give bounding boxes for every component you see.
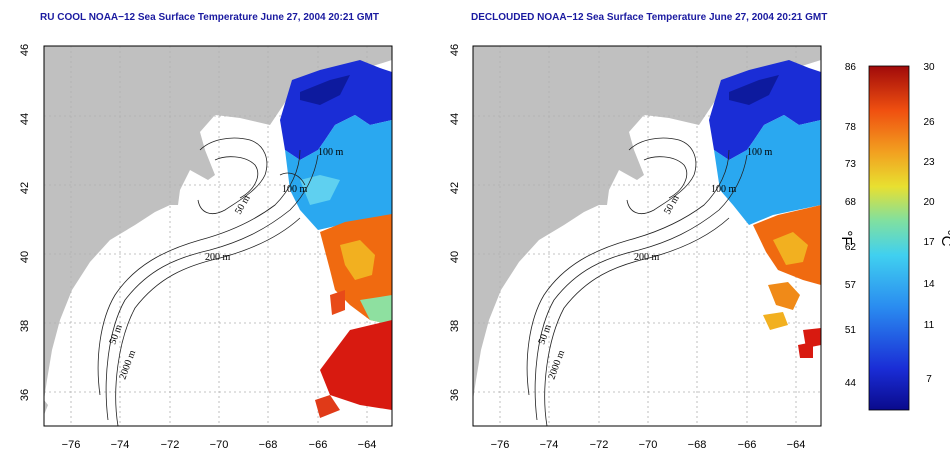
sst-gulf-maine xyxy=(300,75,350,105)
f-tick: 62 xyxy=(845,242,857,253)
colorbar-gradient xyxy=(868,65,910,411)
lon-tick: −64 xyxy=(787,439,806,451)
c-tick: 7 xyxy=(926,374,932,385)
lat-tick: 40 xyxy=(449,251,461,263)
fahrenheit-unit-label: °F xyxy=(838,230,855,245)
lon-tick: −76 xyxy=(491,439,510,451)
left-map-title: RU COOL NOAA−12 Sea Surface Temperature … xyxy=(40,12,379,23)
lat-tick: 44 xyxy=(19,113,31,125)
right-map-title: DECLOUDED NOAA−12 Sea Surface Temperatur… xyxy=(471,12,828,23)
lat-tick: 46 xyxy=(19,44,31,56)
lon-tick: −70 xyxy=(639,439,658,451)
lat-tick: 36 xyxy=(449,389,461,401)
contour-label-200m: 200 m xyxy=(205,252,231,263)
c-tick: 20 xyxy=(923,197,935,208)
contour-label-100m-north: 100 m xyxy=(318,147,344,158)
f-tick: 78 xyxy=(845,122,857,133)
lat-tick: 40 xyxy=(19,251,31,263)
lat-axis-labels: 46 44 42 40 38 36 xyxy=(449,44,461,401)
lon-tick: −74 xyxy=(540,439,559,451)
lat-axis-labels: 46 44 42 40 38 36 xyxy=(19,44,31,401)
contour-label-100m-north: 100 m xyxy=(747,147,773,158)
temperature-colorbar: 86 78 73 68 62 57 51 44 30 26 23 20 17 1… xyxy=(830,0,950,475)
lon-tick: −72 xyxy=(161,439,180,451)
right-sst-map: 50 m 100 m 200 m 50 m 2000 m 100 m 46 44… xyxy=(428,0,828,475)
lon-tick: −74 xyxy=(111,439,130,451)
lon-tick: −66 xyxy=(309,439,328,451)
lat-tick: 42 xyxy=(19,182,31,194)
c-tick: 26 xyxy=(923,117,935,128)
left-sst-map: 50 m 100 m 200 m 50 m 2000 m 100 m 46 44… xyxy=(0,0,470,475)
lon-axis-labels: −76 −74 −72 −70 −68 −66 −64 xyxy=(491,439,806,451)
sst-gulf-maine xyxy=(729,75,779,105)
lat-tick: 38 xyxy=(449,320,461,332)
contour-label-100m: 100 m xyxy=(282,184,308,195)
land-mass xyxy=(473,46,821,400)
lon-tick: −68 xyxy=(688,439,707,451)
f-tick: 57 xyxy=(845,280,857,291)
lon-tick: −76 xyxy=(62,439,81,451)
lon-tick: −72 xyxy=(590,439,609,451)
lat-tick: 46 xyxy=(449,44,461,56)
contour-label-100m: 100 m xyxy=(711,184,737,195)
lon-tick: −66 xyxy=(738,439,757,451)
lat-tick: 42 xyxy=(449,182,461,194)
c-tick: 23 xyxy=(923,157,935,168)
c-tick: 14 xyxy=(923,279,935,290)
bathymetry-contours xyxy=(526,137,748,427)
lat-tick: 38 xyxy=(19,320,31,332)
celsius-ticks: 30 26 23 20 17 14 11 7 xyxy=(923,62,935,385)
c-tick: 17 xyxy=(923,237,935,248)
sst-hot-water xyxy=(803,328,821,348)
lat-tick: 36 xyxy=(19,389,31,401)
land-mass xyxy=(44,46,392,400)
f-tick: 51 xyxy=(845,325,857,336)
contour-label-200m: 200 m xyxy=(634,252,660,263)
c-tick: 30 xyxy=(923,62,935,73)
lon-tick: −70 xyxy=(210,439,229,451)
c-tick: 11 xyxy=(924,320,935,331)
fahrenheit-ticks: 86 78 73 68 62 57 51 44 xyxy=(845,62,857,389)
sst-cold-water xyxy=(280,60,392,160)
sst-mid-water xyxy=(714,115,821,225)
f-tick: 86 xyxy=(845,62,857,73)
bathymetry-contours xyxy=(97,137,319,427)
f-tick: 73 xyxy=(845,159,857,170)
lon-axis-labels: −76 −74 −72 −70 −68 −66 −64 xyxy=(62,439,377,451)
celsius-unit-label: °C xyxy=(938,230,950,247)
sst-cold-water xyxy=(709,60,821,160)
f-tick: 68 xyxy=(845,197,857,208)
sst-hot-water xyxy=(320,320,392,410)
lon-tick: −68 xyxy=(259,439,278,451)
f-tick: 44 xyxy=(845,378,857,389)
lon-tick: −64 xyxy=(358,439,377,451)
lat-tick: 44 xyxy=(449,113,461,125)
